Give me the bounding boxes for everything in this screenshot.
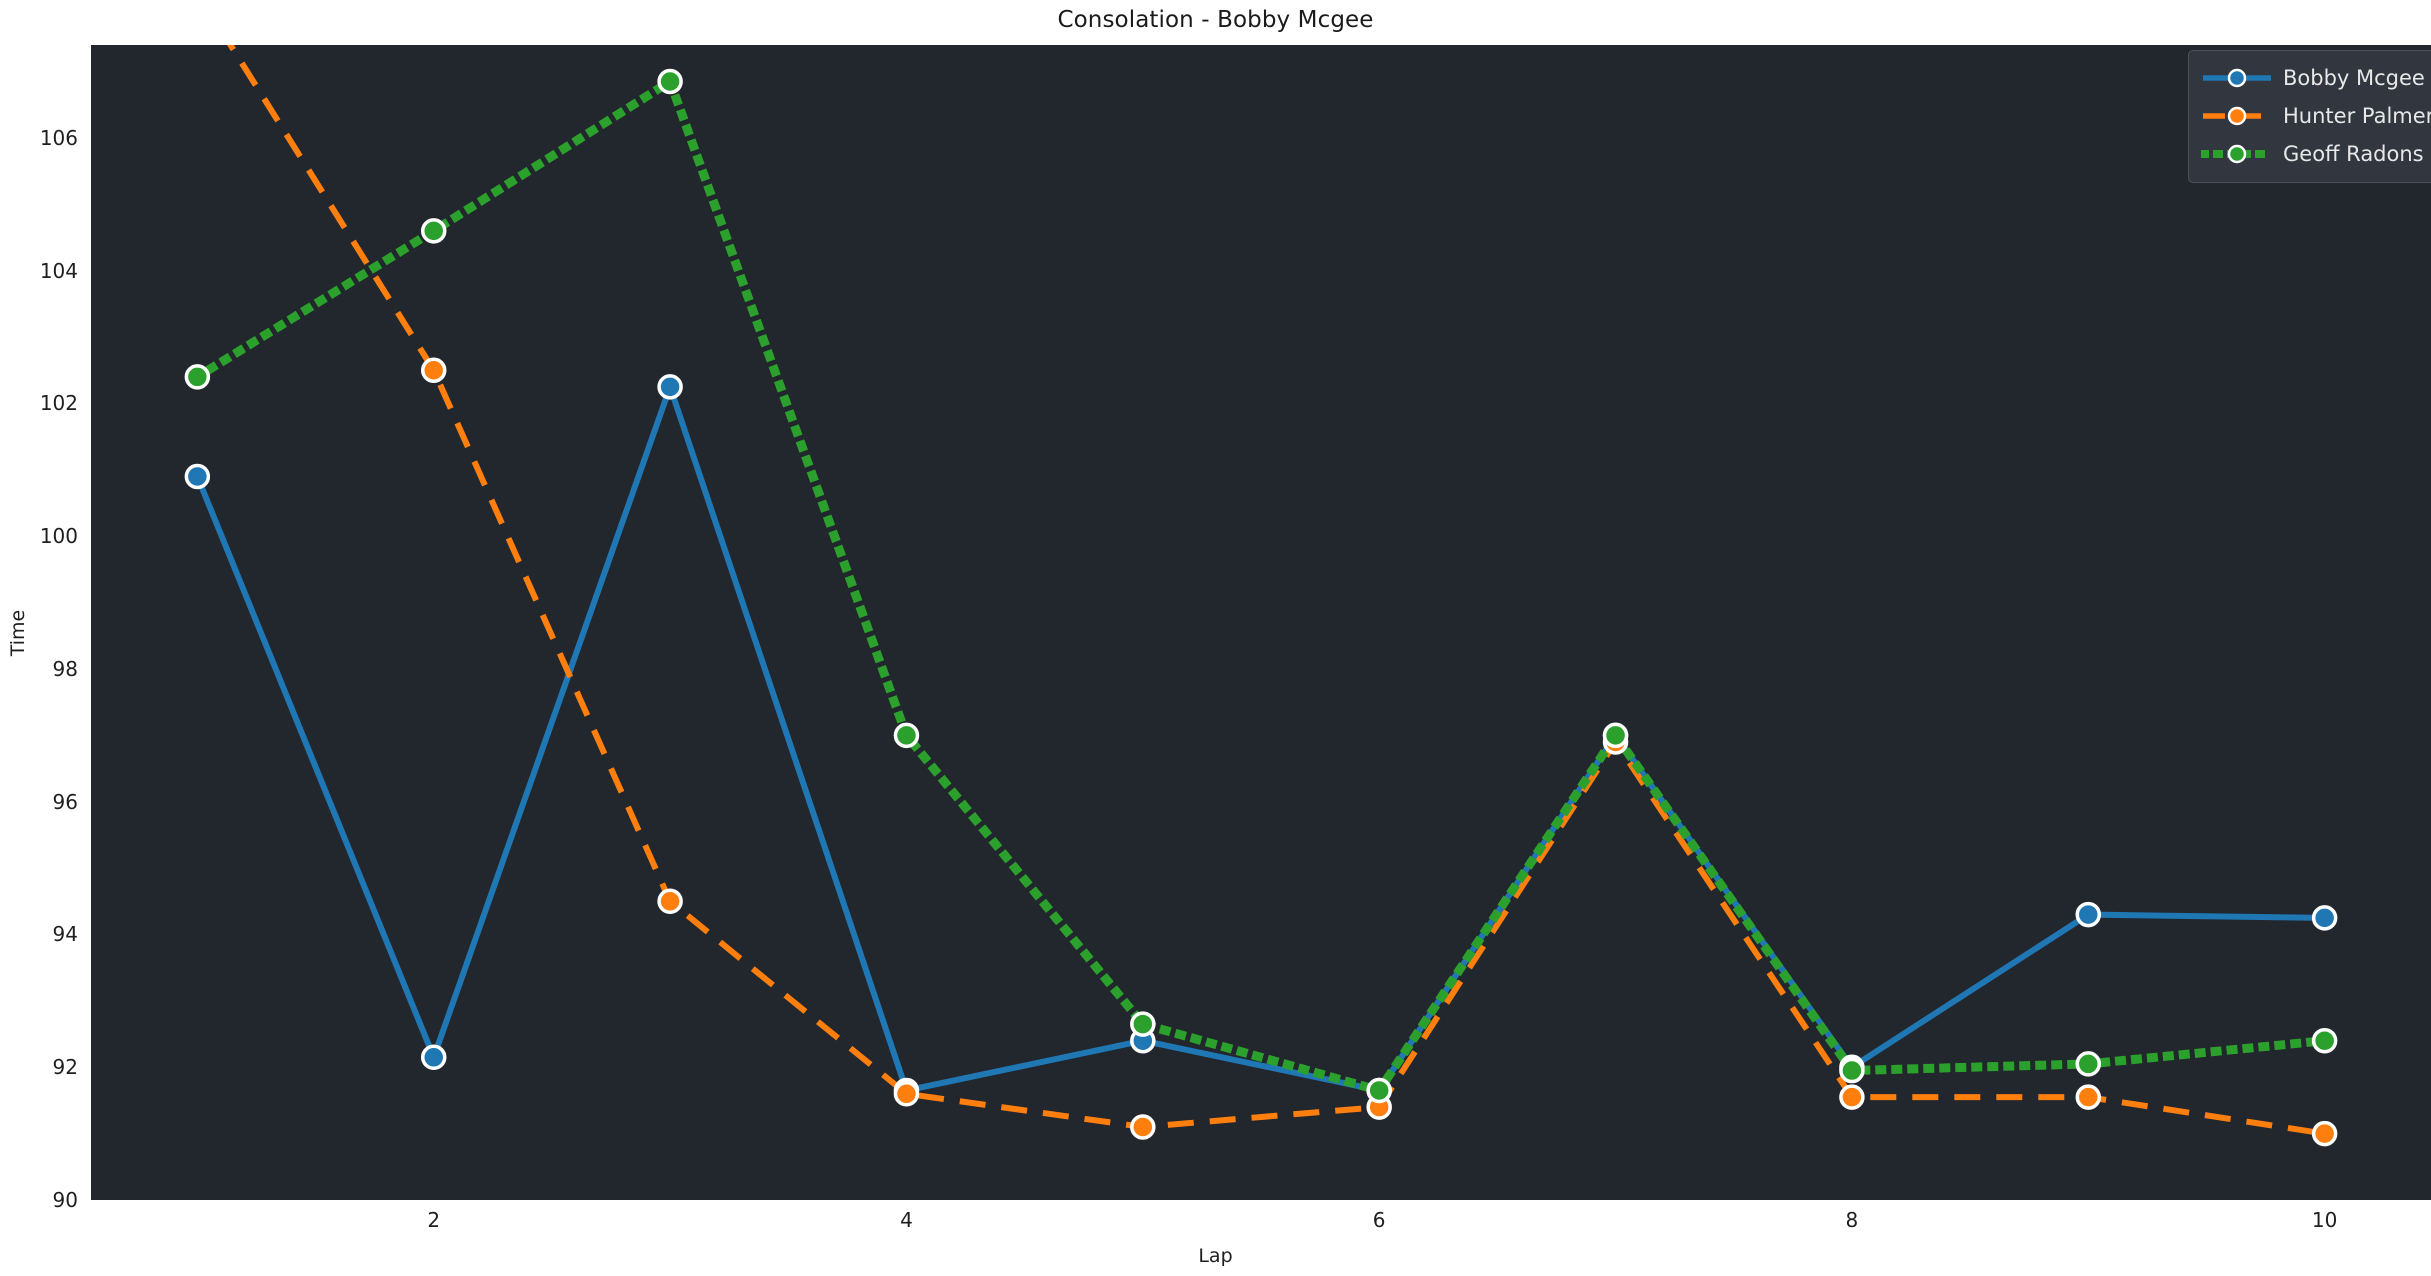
x-tick-label: 6 bbox=[1372, 1208, 1386, 1232]
legend-item-0[interactable]: Bobby Mcgee bbox=[2201, 59, 2431, 97]
y-tick-label: 102 bbox=[39, 391, 78, 416]
data-point bbox=[1130, 1011, 1156, 1037]
legend-swatch-icon bbox=[2199, 143, 2275, 165]
legend-item-1[interactable]: Hunter Palmer2 bbox=[2201, 97, 2431, 135]
y-tick-label: 96 bbox=[52, 789, 78, 814]
series-line-0 bbox=[194, 377, 2325, 1094]
data-point bbox=[1130, 1114, 1156, 1140]
data-point bbox=[893, 722, 920, 749]
data-point bbox=[420, 1044, 447, 1071]
x-tick-label: 4 bbox=[900, 1208, 913, 1232]
series-line-2 bbox=[191, 74, 2330, 1096]
data-point bbox=[1366, 1077, 1392, 1104]
legend-label: Bobby Mcgee bbox=[2283, 66, 2425, 90]
data-point bbox=[2075, 1051, 2102, 1077]
x-tick-label: 8 bbox=[1845, 1208, 1859, 1232]
data-point bbox=[420, 357, 447, 384]
data-point bbox=[2075, 1084, 2102, 1110]
data-point bbox=[2311, 1120, 2338, 1147]
x-axis-label: Lap bbox=[1198, 1245, 1233, 1267]
y-tick-label: 98 bbox=[52, 656, 78, 681]
y-tick-label: 92 bbox=[52, 1055, 78, 1080]
series-line-1 bbox=[226, 45, 2326, 1137]
legend-item-2[interactable]: Geoff Radons bbox=[2199, 135, 2431, 173]
y-tick-label: 90 bbox=[52, 1188, 78, 1212]
data-point bbox=[2311, 1027, 2338, 1054]
y-tick-label: 104 bbox=[39, 258, 78, 283]
data-point bbox=[2311, 905, 2338, 931]
legend-swatch-icon bbox=[2201, 67, 2273, 89]
data-point bbox=[893, 1081, 920, 1107]
legend-label: Hunter Palmer2 bbox=[2283, 104, 2431, 128]
legend-label: Geoff Radons bbox=[2283, 142, 2424, 166]
x-tick-label: 2 bbox=[427, 1208, 441, 1232]
chart-title: Consolation - Bobby Mcgee bbox=[1057, 7, 1374, 33]
data-point bbox=[184, 463, 211, 490]
y-axis-label: Time bbox=[7, 609, 29, 657]
x-tick-label: 10 bbox=[2311, 1208, 2338, 1232]
y-tick-label: 106 bbox=[39, 125, 78, 150]
plot-area bbox=[91, 45, 2431, 1200]
data-point bbox=[2075, 901, 2102, 928]
legend-swatch-icon bbox=[2201, 105, 2273, 127]
data-point bbox=[184, 364, 211, 390]
data-point bbox=[420, 218, 447, 244]
data-point bbox=[657, 888, 683, 915]
y-tick-label: 94 bbox=[52, 922, 78, 947]
data-point bbox=[1602, 722, 1629, 749]
chart-legend: Bobby Mcgee Hunter Palmer2 Geoff Radons bbox=[2188, 50, 2431, 183]
data-point bbox=[657, 374, 683, 400]
data-point bbox=[1839, 1084, 1865, 1110]
y-tick-label: 100 bbox=[39, 524, 78, 549]
data-point bbox=[657, 68, 683, 95]
plot-svg bbox=[184, 45, 2338, 1147]
data-point bbox=[1839, 1057, 1865, 1084]
